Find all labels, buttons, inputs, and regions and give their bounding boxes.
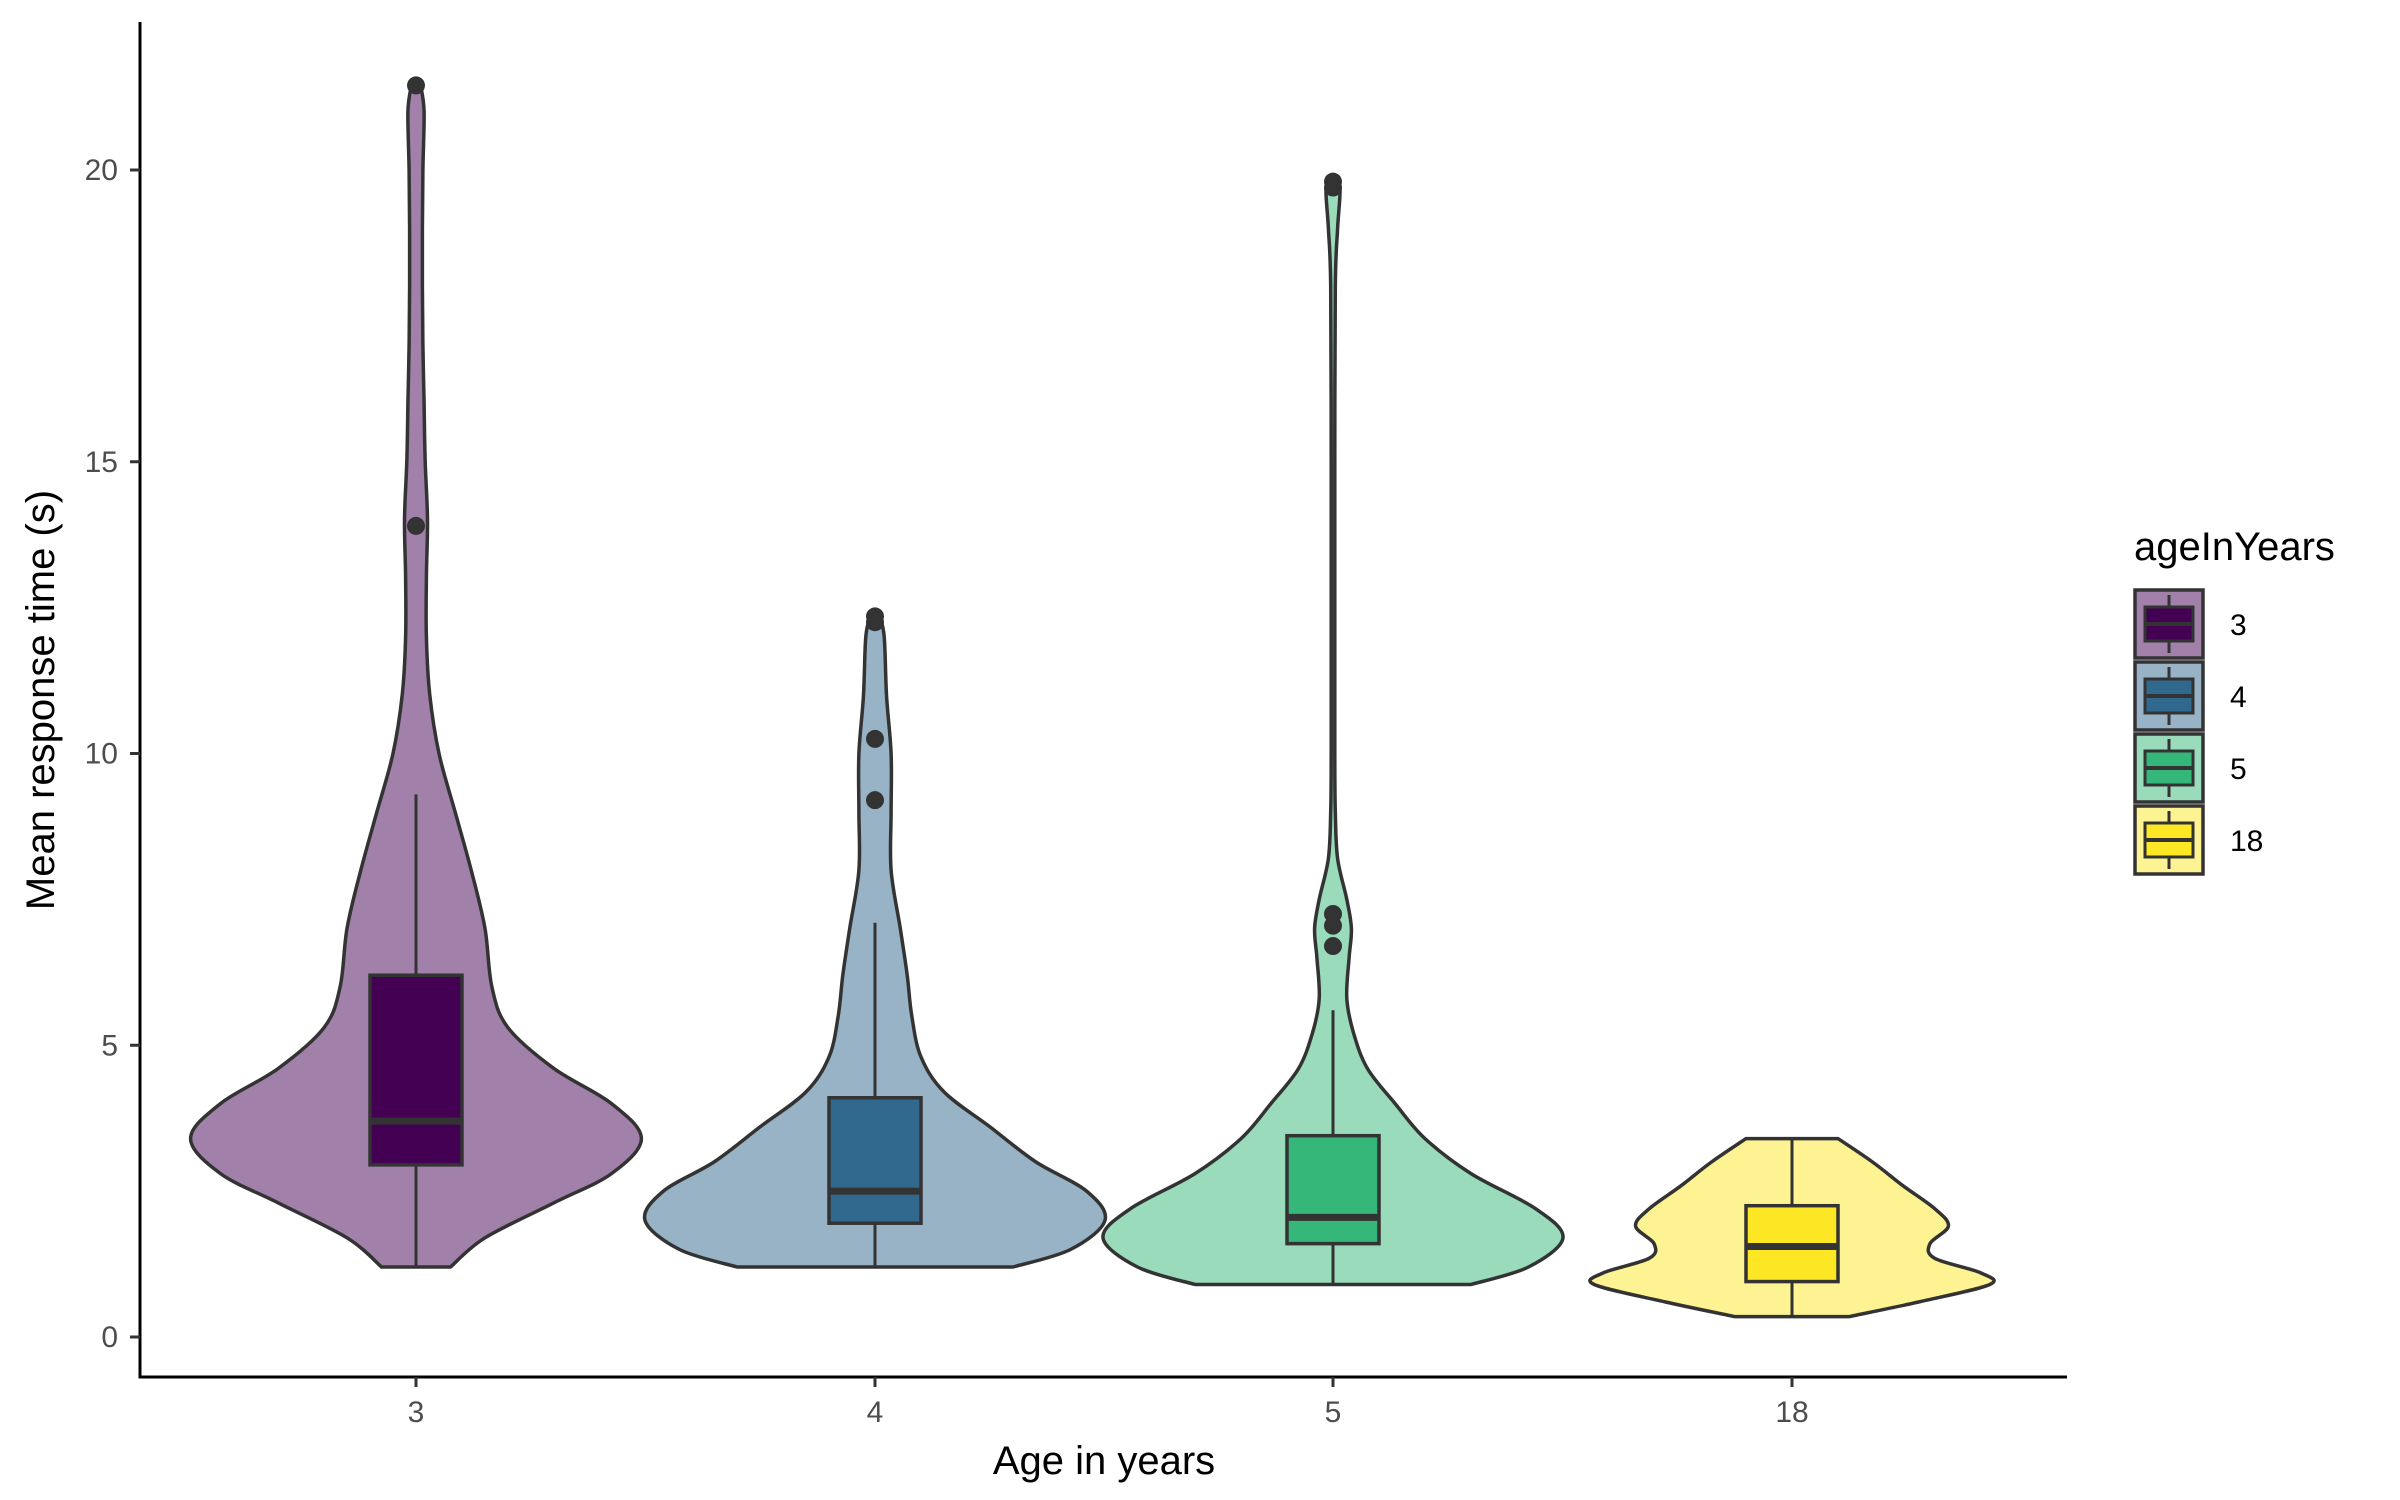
outlier-point-4 [866, 607, 884, 626]
y-tick-label: 10 [85, 738, 118, 771]
legend-key-18: 18 [2133, 804, 2263, 876]
y-tick-label: 15 [85, 446, 118, 479]
boxplot-layer [368, 794, 1840, 1317]
legend-label: 3 [2230, 609, 2247, 642]
outlier-point-5 [1324, 172, 1342, 191]
outlier-point-3 [407, 76, 425, 95]
outlier-layer [407, 76, 1342, 956]
legend-keys: 3 4 5 18 [2133, 588, 2263, 876]
legend-label: 5 [2230, 753, 2247, 786]
y-tick-label: 0 [101, 1321, 118, 1354]
x-ticks: 3 4 5 18 [408, 1377, 1809, 1429]
y-axis-title: Mean response time (s) [19, 490, 63, 910]
x-tick-label: 4 [867, 1396, 884, 1429]
box-4 [827, 1096, 923, 1225]
legend-label: 18 [2230, 825, 2263, 858]
x-tick-label: 3 [408, 1396, 425, 1429]
legend-title: ageInYears [2134, 525, 2335, 569]
y-tick-label: 5 [101, 1029, 118, 1062]
x-axis-title: Age in years [993, 1439, 1215, 1483]
legend-key-3: 3 [2133, 588, 2247, 660]
outlier-point-5 [1324, 937, 1342, 956]
x-tick-label: 5 [1325, 1396, 1342, 1429]
outlier-point-4 [866, 729, 884, 748]
y-tick-label: 20 [85, 154, 118, 187]
legend-key-4: 4 [2133, 660, 2247, 732]
outlier-point-5 [1324, 904, 1342, 923]
box-5 [1285, 1133, 1381, 1246]
legend: ageInYears 3 4 5 18 [2133, 525, 2335, 876]
outlier-point-3 [407, 516, 425, 535]
legend-label: 4 [2230, 681, 2247, 714]
legend-key-5: 5 [2133, 732, 2247, 804]
y-ticks: 0 5 10 15 20 [85, 154, 140, 1354]
axes: 0 5 10 15 20 3 4 5 18 Age in years Mean respons… [19, 22, 2067, 1483]
outlier-point-4 [866, 791, 884, 810]
box-3 [368, 973, 464, 1167]
x-tick-label: 18 [1775, 1396, 1808, 1429]
